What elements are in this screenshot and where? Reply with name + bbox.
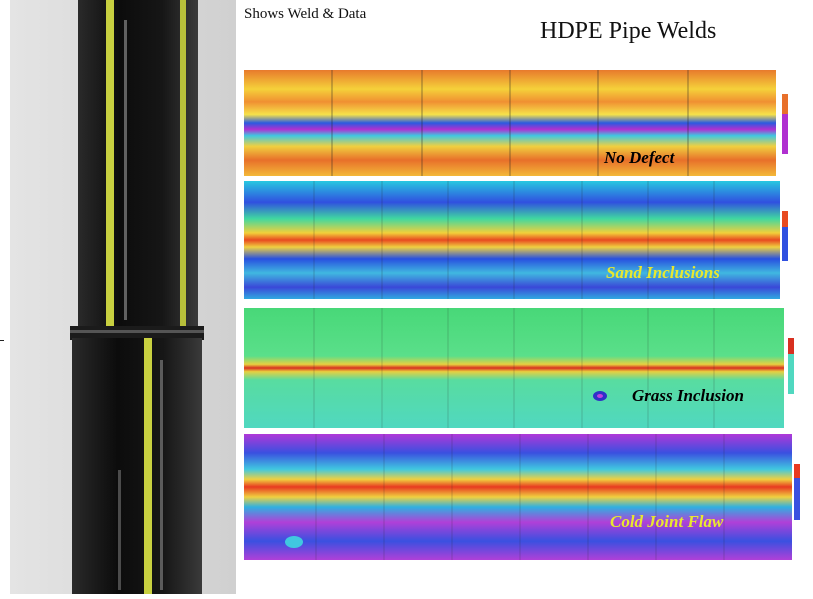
ultrasound-panel-grass-inclusion: Grass Inclusion <box>244 308 804 428</box>
caption: Shows Weld & Data <box>244 6 367 22</box>
ultrasound-panel-cold-joint-flaw: Cold Joint Flaw <box>244 434 804 560</box>
panel-label: Sand Inclusions <box>606 263 720 282</box>
panel-label: Grass Inclusion <box>632 386 744 405</box>
edge-mark <box>0 340 4 341</box>
ultrasound-panel-no-defect: No Defect <box>244 70 796 176</box>
panel-label: Cold Joint Flaw <box>610 512 724 531</box>
page-title: HDPE Pipe Welds <box>540 18 717 44</box>
ultrasound-panel-sand-inclusions: Sand Inclusions <box>244 181 796 299</box>
panel-label: No Defect <box>604 148 675 167</box>
pipe-photo <box>10 0 236 594</box>
